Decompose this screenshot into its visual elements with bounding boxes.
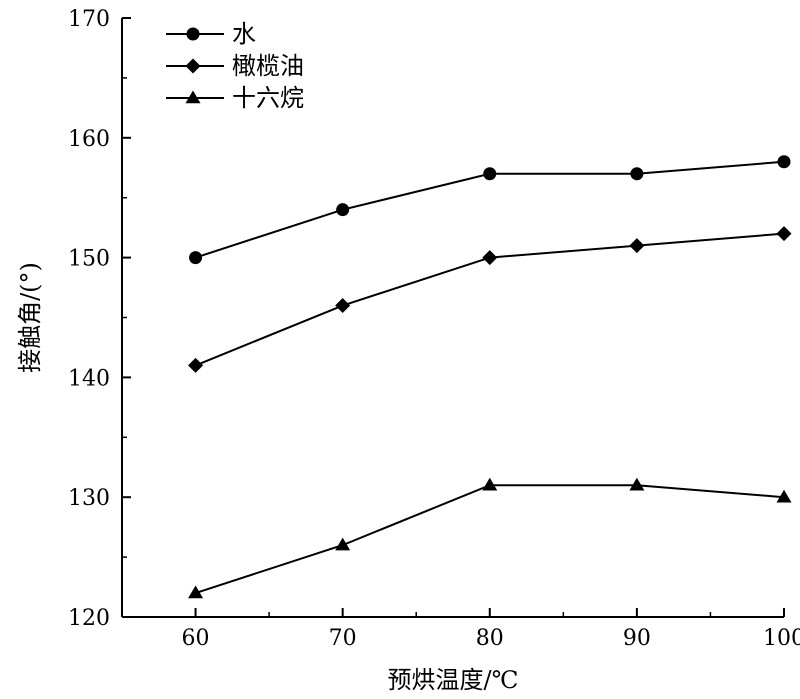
y-tick-label: 130 bbox=[68, 486, 110, 511]
y-tick-label: 160 bbox=[68, 127, 110, 152]
data-point bbox=[336, 203, 350, 217]
legend-label: 水 bbox=[232, 20, 256, 48]
series-1 bbox=[189, 155, 791, 265]
y-tick-label: 170 bbox=[68, 7, 110, 32]
legend-label: 十六烷 bbox=[232, 84, 304, 112]
data-point bbox=[189, 251, 203, 265]
data-point bbox=[482, 477, 498, 491]
x-tick-label: 80 bbox=[476, 626, 504, 651]
legend-marker bbox=[185, 58, 201, 74]
legend-entry: 橄榄油 bbox=[166, 52, 304, 80]
x-tick-label: 100 bbox=[763, 626, 800, 651]
data-point bbox=[188, 585, 204, 599]
x-tick-label: 70 bbox=[329, 626, 357, 651]
x-axis-title: 预烘温度/℃ bbox=[388, 666, 519, 694]
data-point bbox=[777, 155, 791, 169]
data-point bbox=[482, 250, 498, 266]
legend-marker bbox=[186, 27, 200, 41]
data-point bbox=[629, 238, 645, 254]
x-tick-label: 90 bbox=[623, 626, 651, 651]
data-point bbox=[188, 357, 204, 373]
data-point bbox=[629, 477, 645, 491]
legend-label: 橄榄油 bbox=[232, 52, 304, 80]
data-point bbox=[335, 298, 351, 314]
data-point bbox=[630, 167, 644, 181]
axes: 120 130 140 150 160 170 60 70 80 90 100 bbox=[68, 7, 800, 651]
y-tick-label: 140 bbox=[68, 366, 110, 391]
y-axis-title: 接触角/(°) bbox=[16, 262, 44, 373]
series-group bbox=[188, 155, 792, 599]
legend-entry: 水 bbox=[166, 20, 256, 48]
data-point bbox=[776, 489, 792, 503]
data-point bbox=[776, 226, 792, 242]
data-point bbox=[335, 537, 351, 551]
x-tick-label: 60 bbox=[182, 626, 210, 651]
series-line bbox=[195, 484, 785, 594]
legend-entry: 十六烷 bbox=[166, 84, 304, 112]
series-3 bbox=[188, 477, 792, 599]
y-tick-label: 150 bbox=[68, 247, 110, 272]
y-tick-label: 120 bbox=[68, 606, 110, 631]
series-2 bbox=[188, 226, 792, 373]
legend-marker bbox=[185, 90, 201, 104]
data-point bbox=[483, 167, 497, 181]
